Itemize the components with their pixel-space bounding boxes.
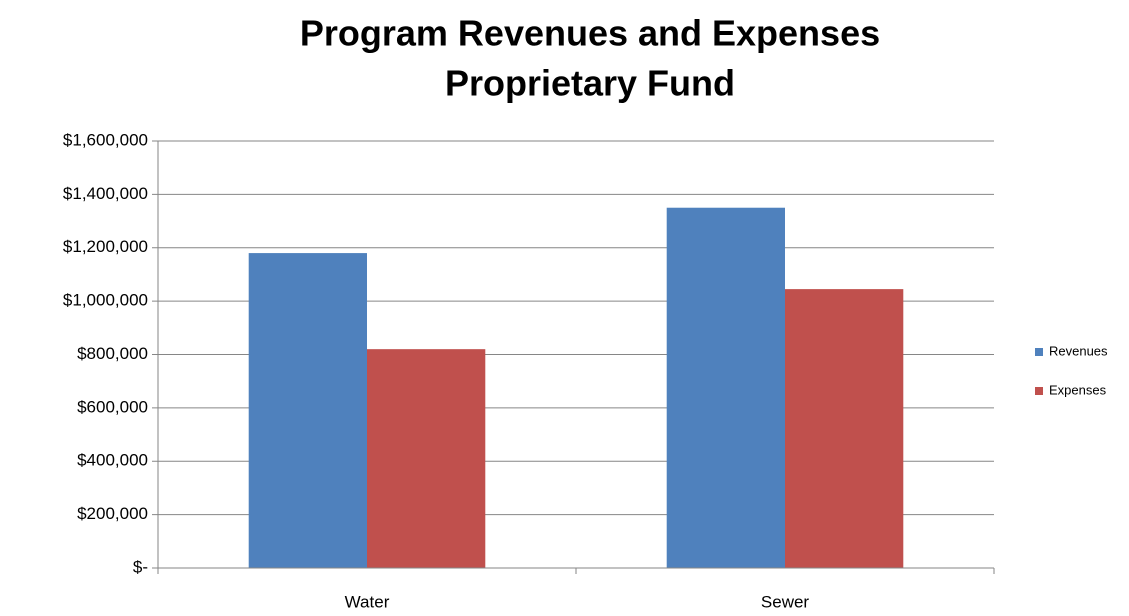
y-tick-label: $1,400,000 [63, 184, 148, 203]
y-tick-label: $1,600,000 [63, 130, 148, 149]
y-tick-label: $600,000 [77, 397, 148, 416]
bar [666, 207, 785, 568]
legend-swatch [1035, 348, 1043, 356]
x-tick-label: Sewer [761, 592, 810, 611]
legend-label: Revenues [1049, 343, 1108, 358]
y-tick-label: $200,000 [77, 504, 148, 523]
y-tick-label: $400,000 [77, 451, 148, 470]
x-tick-label: Water [345, 592, 390, 611]
y-tick-label: $800,000 [77, 344, 148, 363]
y-tick-label: $1,000,000 [63, 291, 148, 310]
legend-swatch [1035, 387, 1043, 395]
chart-title: Program Revenues and Expenses [300, 13, 880, 54]
bar [367, 349, 486, 568]
y-tick-label: $- [133, 557, 148, 576]
legend-label: Expenses [1049, 382, 1107, 397]
bar [248, 253, 367, 568]
chart-title: Proprietary Fund [445, 63, 735, 104]
y-tick-label: $1,200,000 [63, 237, 148, 256]
bar [785, 289, 904, 568]
